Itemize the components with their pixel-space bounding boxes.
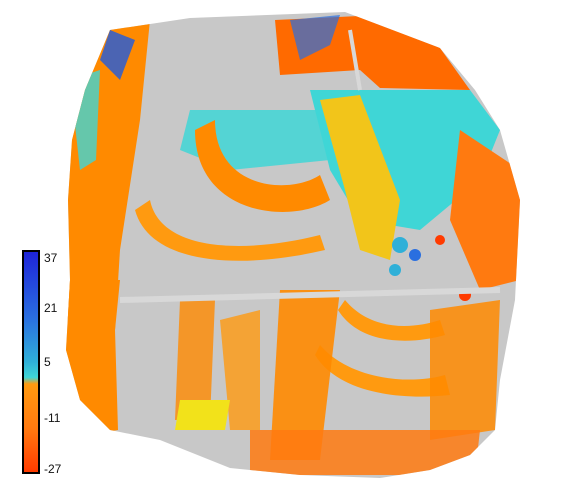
tree-cluster	[392, 237, 408, 253]
tree-cluster	[409, 249, 421, 261]
diagonal-yellow-strip	[320, 95, 400, 260]
upper-curve-band	[195, 120, 330, 212]
colorbar	[22, 250, 40, 474]
colorbar-tick: 21	[44, 301, 58, 315]
tree-cluster	[389, 264, 401, 276]
colorbar-tick-max: 37	[44, 251, 58, 265]
bottom-field-2	[175, 300, 215, 420]
left-lower-orange	[66, 280, 120, 330]
yellow-patch	[175, 400, 230, 430]
lower-curve-band-1	[338, 300, 445, 341]
bottom-right-field	[430, 300, 500, 440]
right-orange-strip	[450, 130, 520, 290]
main-road	[119, 287, 501, 303]
colorbar-tick: -11	[44, 411, 61, 425]
colorbar-tick: 5	[44, 355, 51, 369]
tree-cluster	[435, 235, 445, 245]
colorbar-tick-min: -27	[44, 462, 62, 476]
north-road	[348, 29, 362, 91]
left-blue-patch	[100, 30, 135, 80]
bottom-field-1	[270, 290, 340, 460]
lower-curve-band-2	[315, 345, 450, 397]
bottom-edge-field	[250, 430, 480, 475]
top-blue-patch	[290, 15, 340, 60]
middle-curve-band	[135, 200, 325, 261]
